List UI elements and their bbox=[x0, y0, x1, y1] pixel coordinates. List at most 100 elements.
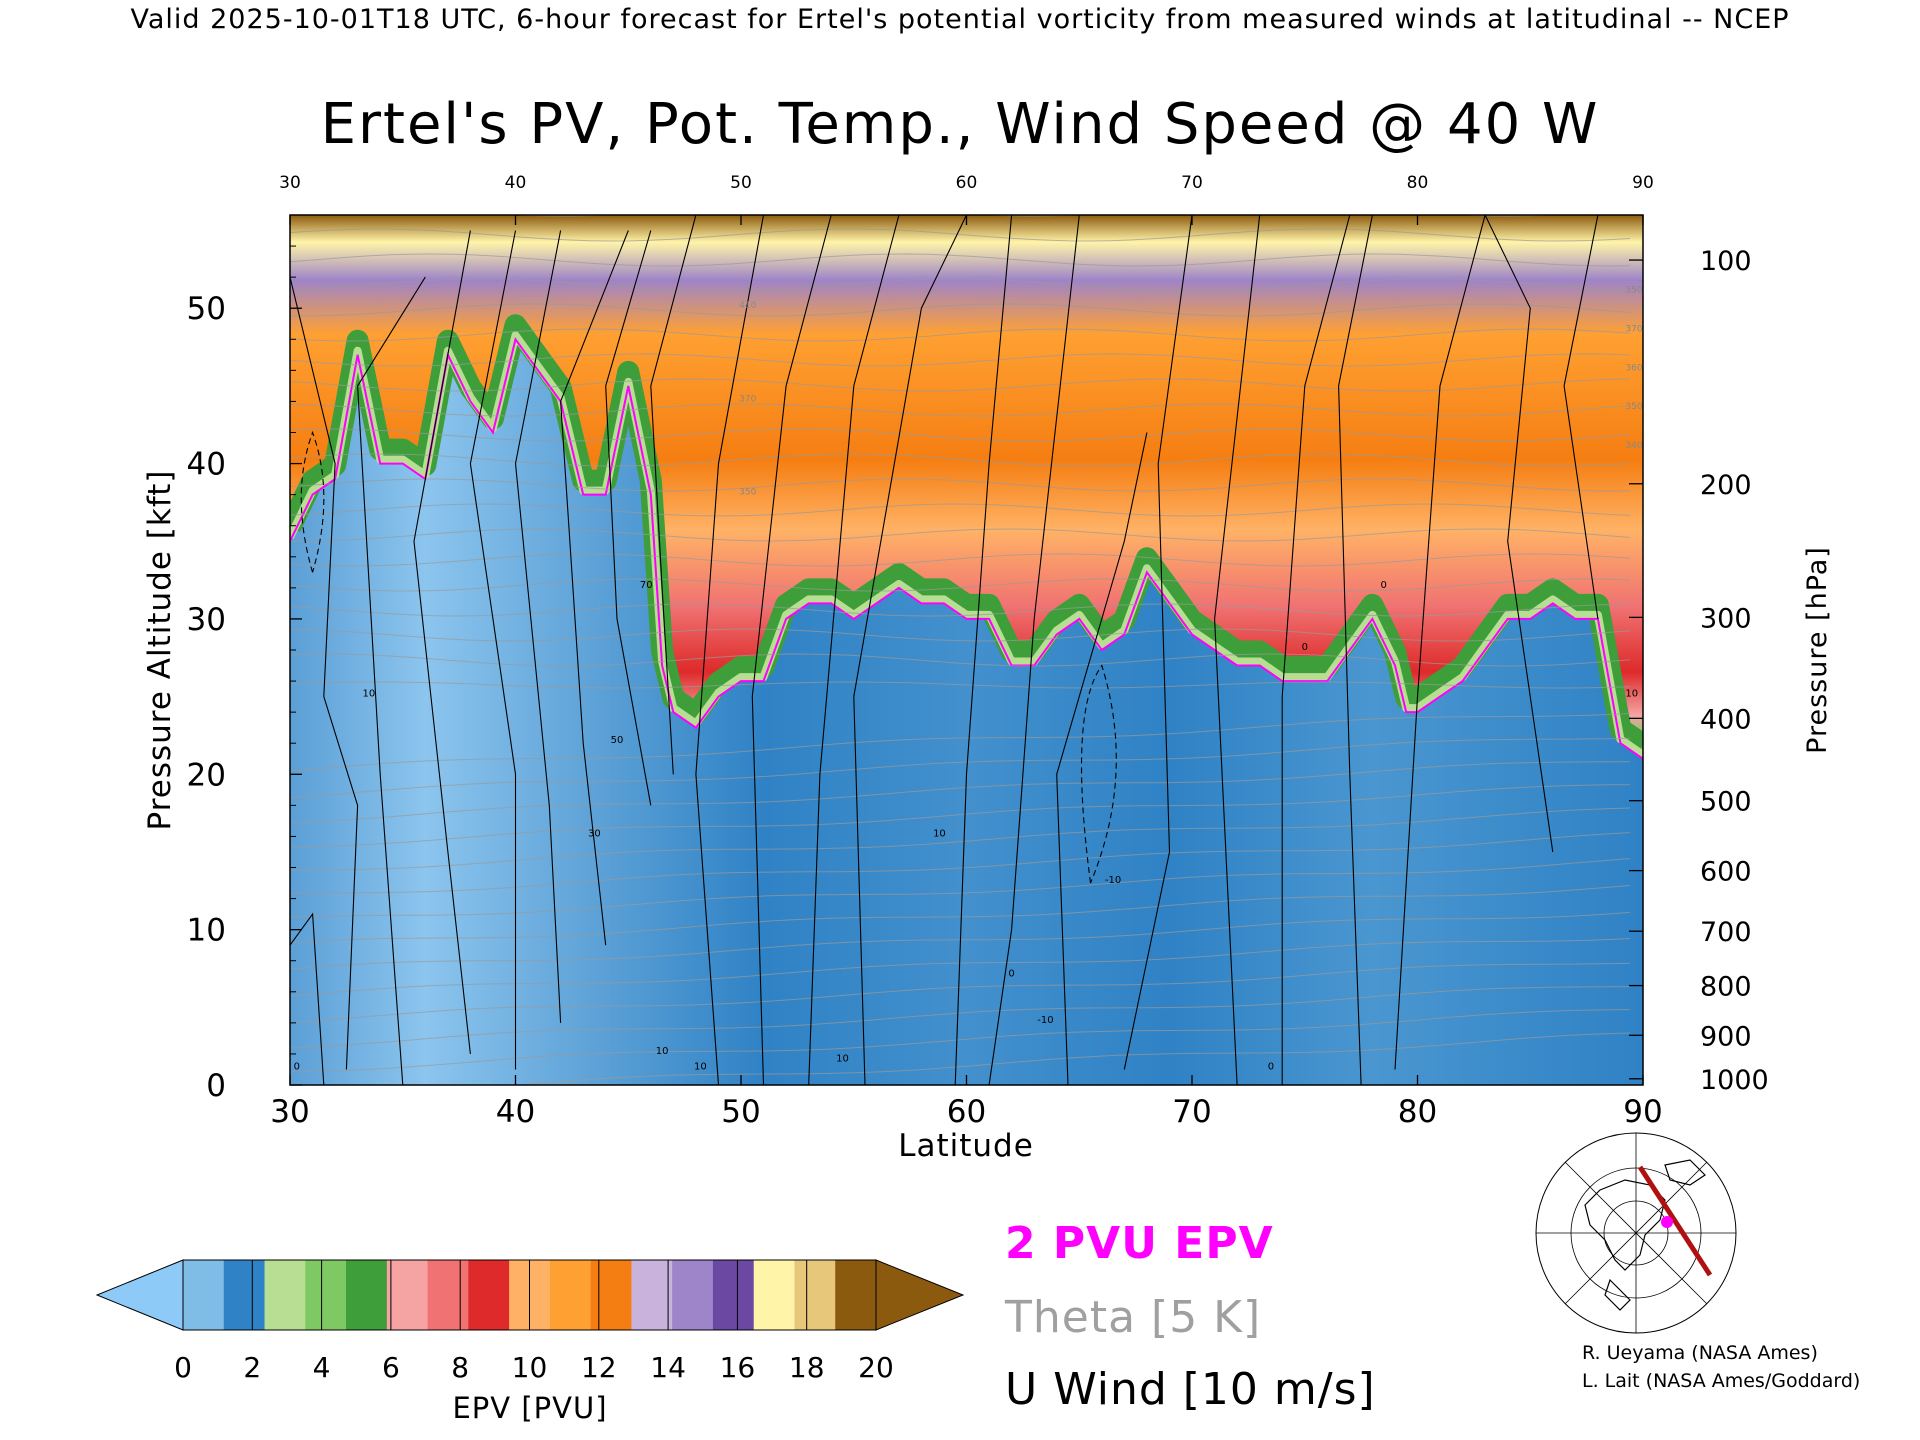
y-axis-left: 0 10 20 30 40 50 bbox=[187, 245, 302, 1104]
u-wind-isotach-labels: 0 10 30 50 70 10 10 10 10 0 -10 -10 0 0 0 10 410 370 350 35… bbox=[294, 286, 1643, 1073]
u-wind-isotach bbox=[1484, 215, 1554, 853]
theta-contour-line bbox=[290, 885, 1631, 943]
x-tick-label: 40 bbox=[496, 1094, 535, 1130]
u-wind-isotach bbox=[695, 215, 765, 1085]
colorbar-tick-label: 0 bbox=[174, 1351, 192, 1384]
u-wind-isotach bbox=[1394, 215, 1486, 1070]
isotach-label: 0 bbox=[1008, 968, 1014, 979]
header-text: Valid 2025-10-01T18 UTC, 6-hour forecast… bbox=[130, 4, 1790, 35]
y-tick-label: 0 bbox=[206, 1068, 226, 1104]
theta-contour-line bbox=[290, 681, 1631, 689]
theta-contour-line bbox=[506, 215, 1560, 217]
isotach-label: 70 bbox=[640, 580, 653, 591]
theta-label: 350 bbox=[739, 488, 756, 498]
u-wind-isotach bbox=[1056, 432, 1148, 1085]
isotach-label: 10 bbox=[656, 1046, 669, 1057]
chart-title: Ertel's PV, Pot. Temp., Wind Speed @ 40 … bbox=[320, 92, 1600, 157]
legend-uwind: U Wind [10 m/s] bbox=[1005, 1364, 1376, 1415]
theta-contour-line bbox=[290, 428, 1631, 442]
u-wind-isotach bbox=[808, 215, 900, 1085]
theta-contour-line bbox=[290, 278, 1631, 292]
y-tick-label: 20 bbox=[187, 757, 226, 793]
theta-label: 370 bbox=[739, 394, 756, 404]
colorbar-segment bbox=[794, 1260, 836, 1330]
pressure-tick-label: 700 bbox=[1700, 917, 1752, 948]
u-wind-isotach bbox=[1214, 215, 1261, 1085]
y-tick-label: 40 bbox=[187, 447, 226, 483]
theta-contour-line bbox=[290, 962, 1631, 1024]
y-tick-label: 50 bbox=[187, 291, 226, 327]
legend-pvu: 2 PVU EPV bbox=[1005, 1218, 1274, 1269]
credit-line-1: R. Ueyama (NASA Ames) bbox=[1582, 1342, 1818, 1364]
x-top-tick-label: 80 bbox=[1407, 173, 1429, 193]
isotach-label: -10 bbox=[1105, 875, 1121, 886]
isotach-label: 0 bbox=[1268, 1061, 1274, 1072]
credit-line-2: L. Lait (NASA Ames/Goddard) bbox=[1582, 1370, 1861, 1392]
theta-label: 350 bbox=[1625, 402, 1642, 412]
stratosphere-fill bbox=[290, 215, 1643, 759]
colorbar-segment bbox=[631, 1260, 673, 1330]
u-wind-isotach bbox=[290, 276, 359, 1070]
u-wind-isotach bbox=[469, 230, 517, 1070]
u-wind-isotach bbox=[1338, 215, 1373, 1085]
isotach-label: 10 bbox=[694, 1061, 707, 1072]
colorbar-tick-label: 4 bbox=[313, 1351, 331, 1384]
x-tick-label: 90 bbox=[1623, 1094, 1662, 1130]
colorbar-segment bbox=[223, 1260, 266, 1330]
theta-contour-line bbox=[290, 328, 1631, 342]
isotach-label: 0 bbox=[294, 1061, 300, 1072]
negative-wind-isotach bbox=[300, 430, 325, 573]
colorbar-segment bbox=[712, 1260, 755, 1330]
pressure-tick-label: 500 bbox=[1700, 787, 1752, 818]
pressure-tick-label: 600 bbox=[1700, 857, 1752, 888]
x-tick-label: 60 bbox=[947, 1094, 986, 1130]
pvu-2-contour bbox=[290, 336, 1643, 760]
theta-label: 410 bbox=[739, 301, 756, 311]
isotach-label: 10 bbox=[933, 828, 946, 839]
u-wind-isotach bbox=[290, 912, 325, 1085]
pressure-tick-label: 400 bbox=[1700, 704, 1752, 735]
u-wind-isotach bbox=[853, 215, 967, 1085]
y-axis-right-pressure: 100 200 300 400 500 600 700 800 900 1000 bbox=[1629, 246, 1769, 1096]
colorbar-tick-label: 16 bbox=[720, 1351, 756, 1384]
pressure-tick-label: 800 bbox=[1700, 972, 1752, 1003]
u-wind-isotach bbox=[988, 215, 1080, 1085]
x-top-tick-label: 90 bbox=[1632, 173, 1654, 193]
theta-contour-line bbox=[290, 761, 1631, 824]
y2-axis-label: Pressure [hPa] bbox=[1802, 546, 1833, 754]
u-wind-isotach bbox=[560, 230, 629, 946]
colorbar-segment bbox=[549, 1260, 592, 1330]
colorbar-segment bbox=[427, 1260, 469, 1330]
theta-label: 350 bbox=[1625, 286, 1642, 296]
colorbar: 0 2 4 6 8 10 12 14 16 18 20 bbox=[95, 1259, 965, 1384]
theta-contour-line bbox=[290, 628, 1631, 642]
pressure-tick-label: 900 bbox=[1700, 1021, 1752, 1052]
green-pv-band bbox=[290, 314, 1643, 754]
theta-contour-line bbox=[290, 503, 1631, 517]
theta-contour-line bbox=[290, 303, 1631, 317]
colorbar-segment bbox=[305, 1260, 347, 1330]
theta-contour-line bbox=[290, 737, 1631, 799]
colorbar-over-arrow bbox=[875, 1259, 965, 1331]
x-axis-label: Latitude bbox=[898, 1128, 1034, 1164]
colorbar-tick-label: 20 bbox=[858, 1351, 894, 1384]
pressure-tick-label: 100 bbox=[1700, 246, 1752, 277]
theta-contour-line bbox=[290, 528, 1631, 542]
pressure-tick-label: 300 bbox=[1700, 603, 1752, 634]
y-tick-label: 30 bbox=[187, 602, 226, 638]
isotach-label: 50 bbox=[611, 735, 624, 746]
theta-contour-line bbox=[290, 453, 1631, 467]
x-tick-label: 30 bbox=[270, 1094, 309, 1130]
theta-contour-line bbox=[290, 228, 1631, 242]
colorbar-tick-label: 14 bbox=[650, 1351, 686, 1384]
theta-contour-line bbox=[514, 1032, 1631, 1085]
colorbar-under-arrow bbox=[95, 1259, 184, 1331]
x-top-tick-label: 40 bbox=[505, 173, 527, 193]
theta-contour-line bbox=[290, 603, 1631, 617]
x-tick-label: 80 bbox=[1398, 1094, 1437, 1130]
colorbar-segment bbox=[264, 1260, 306, 1330]
theta-contour-line bbox=[290, 653, 1631, 667]
theta-contour-line bbox=[290, 553, 1631, 567]
theta-label: 360 bbox=[1625, 363, 1642, 373]
theta-contour-line bbox=[290, 353, 1631, 367]
